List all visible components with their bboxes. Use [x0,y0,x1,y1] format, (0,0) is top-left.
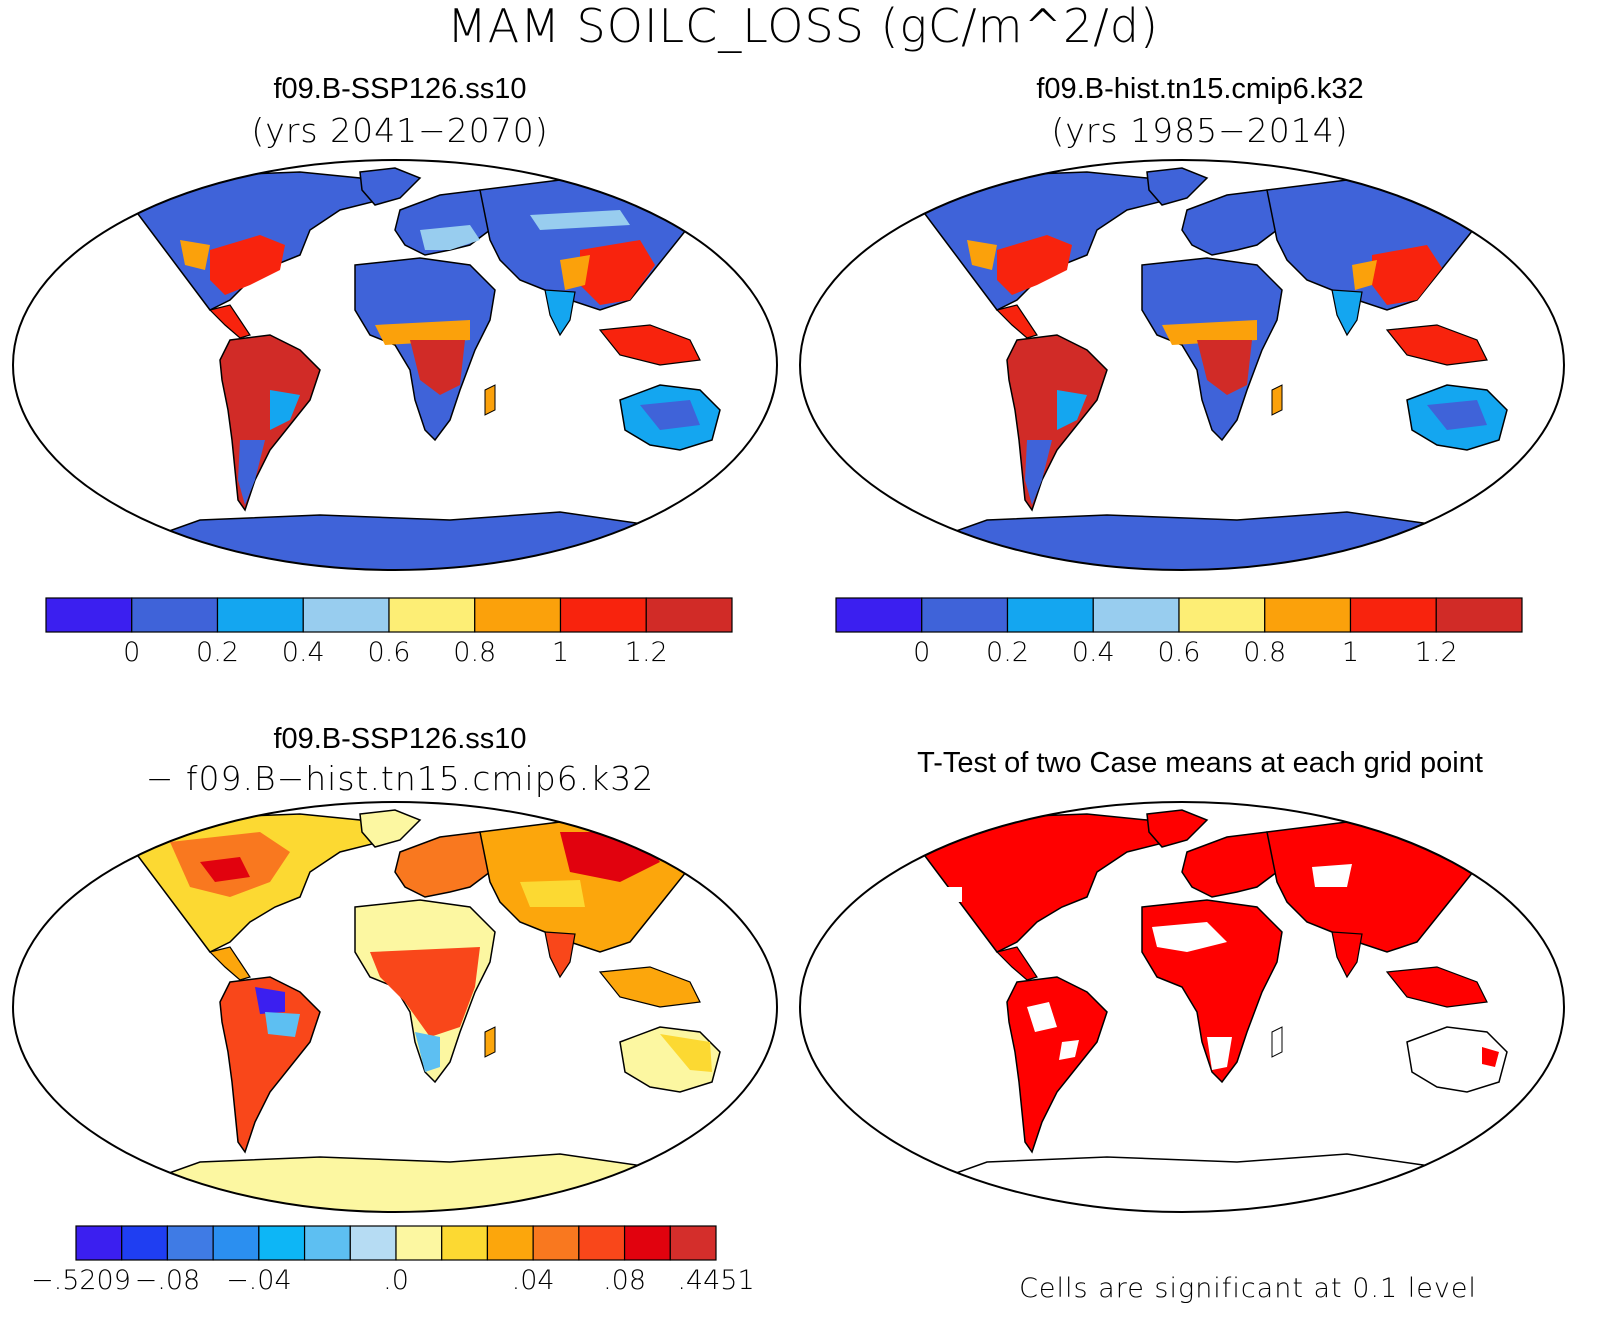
colorbar1-swatch [131,597,219,633]
colorbar1-swatch [302,597,390,633]
map-panel-hist [800,160,1564,570]
colorbar1-swatch [559,597,647,633]
colorbar2-tick-label: 0.8 [1243,637,1287,668]
colorbar-panel1 [45,597,733,633]
map-panel-ttest [800,802,1564,1212]
colorbar3-tick-label: −.5209 [31,1265,131,1296]
colorbar1-swatch [645,597,733,633]
colorbar2-swatch [921,597,1009,633]
europe-light [420,225,480,250]
colorbar2-swatch [1006,597,1094,633]
colorbar1-tick-label: 0.8 [453,637,497,668]
central-america [208,304,251,339]
colorbar2-tick-label: 0.4 [1071,637,1115,668]
colorbar3-swatch [395,1225,443,1261]
map4-border [799,801,1565,1213]
na-east-warm [210,235,285,295]
colorbar3-swatch [166,1225,214,1261]
colorbar3-tick-label: .0 [383,1265,409,1296]
aus-inner [640,400,700,430]
colorbar2-swatch [835,597,923,633]
sa-south-cool [238,440,265,505]
madagascar [484,384,496,416]
panel2-case-title: f09.B-hist.tn15.cmip6.k32 [1036,73,1364,105]
colorbar1-tick-label: 1.2 [624,637,668,668]
panel3-subtitle: − f09.B−hist.tn15.cmip6.k32 [145,759,655,798]
colorbar3-swatch [441,1225,489,1261]
colorbar3-swatch [669,1225,717,1261]
colorbar3-tick-label: .08 [603,1265,647,1296]
colorbar2-swatch [1178,597,1266,633]
colorbar1-swatch [474,597,562,633]
colorbar2-swatch [1435,597,1523,633]
colorbar3-tick-label: .04 [511,1265,555,1296]
colorbar3-swatch [349,1225,397,1261]
colorbar2-swatch [1092,597,1180,633]
colorbar3-tick-label: −.04 [226,1265,292,1296]
asia-orange [560,255,590,290]
colorbar1-swatch [45,597,133,633]
asia-light-band [530,210,630,230]
colorbar1-tick-label: 0 [123,637,141,668]
significance-note: Cells are significant at 0.1 level [1019,1273,1477,1304]
colorbar2-tick-label: 0.6 [1157,637,1201,668]
colorbar3-swatch [121,1225,169,1261]
colorbar3-swatch [578,1225,626,1261]
panel1-case-title: f09.B-SSP126.ss10 [273,73,527,105]
colorbar2-tick-label: 1 [1341,637,1360,668]
colorbar3-swatch [486,1225,534,1261]
colorbar1-tick-label: 0.6 [367,637,411,668]
colorbar-panel2 [835,597,1523,633]
colorbar3-swatch [212,1225,260,1261]
colorbar3-swatch [258,1225,306,1261]
colorbar1-swatch [216,597,304,633]
panel3-case-title: f09.B-SSP126.ss10 [273,723,527,755]
colorbar3-swatch [623,1225,671,1261]
panel1-years: (yrs 2041−2070) [251,111,549,150]
colorbar1-swatch [388,597,476,633]
colorbar3-swatch [303,1225,351,1261]
map2-border [799,159,1565,571]
colorbar1-tick-label: 0.4 [281,637,325,668]
colorbar2-swatch [1349,597,1437,633]
se-asia-islands [598,324,701,366]
map-panel-ssp126 [13,160,777,570]
map1-border [12,159,778,571]
figure-title: MAM SOILC_LOSS (gC/m^2/d) [447,0,1159,53]
colorbar3-swatch [532,1225,580,1261]
asia-warm-east [580,240,655,305]
africa-warm-band [375,320,470,345]
panel4-title: T-Test of two Case means at each grid po… [917,747,1483,779]
greenland [359,167,422,206]
colorbar3-tick-label: −.08 [134,1265,201,1296]
colorbar2-tick-label: 0 [913,637,931,668]
colorbar2-tick-label: 0.2 [986,637,1029,668]
colorbar2-swatch [1264,597,1352,633]
map3-border [12,801,778,1213]
na-warm-band [180,240,210,270]
colorbar-difference [75,1225,717,1261]
colorbar3-tick-label: .4451 [677,1265,755,1296]
colorbar2-tick-label: 1.2 [1414,637,1458,668]
africa-center-hot [410,340,465,395]
india [544,289,576,337]
colorbar1-tick-label: 0.2 [196,637,239,668]
colorbar1-tick-label: 1 [551,637,570,668]
map-panel-difference [13,802,777,1212]
panel2-years: (yrs 1985−2014) [1051,111,1349,150]
sa-east-mix [270,390,300,430]
colorbar3-swatch [75,1225,123,1261]
